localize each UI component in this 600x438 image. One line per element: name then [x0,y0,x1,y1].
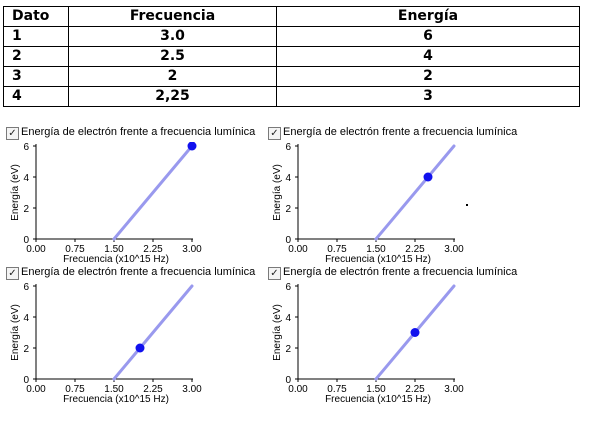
y-tick-label: 0 [23,375,29,386]
fit-line [112,144,194,241]
data-point [135,343,145,353]
cell-energia: 4 [276,46,580,67]
y-tick-label: 6 [23,282,29,293]
y-tick-label: 2 [285,344,291,355]
table-row: 1 3.0 6 [3,26,580,47]
cell-energia: 3 [276,86,580,107]
cell-dato: 4 [3,86,69,107]
table-row: 3 2 2 [3,66,580,87]
x-axis-label: Frecuencia (x10^15 Hz) [325,394,431,404]
y-tick-label: 4 [23,313,29,324]
x-tick-label: 3.00 [444,384,464,395]
cell-dato: 1 [3,26,69,47]
x-tick-label: 1.50 [104,244,124,255]
y-tick-label: 0 [285,235,291,246]
x-tick-label: 0.00 [26,384,46,395]
y-axis-label: Energía (eV) [10,164,21,221]
y-tick-label: 4 [23,173,29,184]
y-tick-label: 2 [285,204,291,215]
x-tick-label: 2.25 [143,384,163,395]
chart-plot: 0.00 0.75 1.50 2.25 3.00 0 2 4 6 Frecuencia (x10^… [272,282,464,404]
y-tick-label: 0 [23,235,29,246]
x-tick-label: 1.50 [366,244,386,255]
chart-plot: 0.00 0.75 1.50 2.25 3.00 0 2 4 6 Frecuencia (x10^… [10,282,202,404]
chart-title: Energía de electrón frente a frecuencia … [21,266,256,278]
x-tick-label: 1.50 [366,384,386,395]
cell-dato: 2 [3,46,69,67]
x-tick-label: 3.00 [182,244,202,255]
chart-plot: 0.00 0.75 1.50 2.25 3.00 0 2 4 6 Frecuencia (x10^… [10,142,202,264]
chart-title: Energía de electrón frente a frecuencia … [21,126,256,138]
x-tick-label: 2.25 [143,244,163,255]
cell-dato: 3 [3,66,69,87]
y-tick-label: 4 [285,173,291,184]
show-chart-checkbox[interactable]: ✓ [6,127,19,140]
chart-panel-3: ✓ Energía de electrón frente a frecuenci… [6,266,268,404]
header-energia: Energía [276,6,580,27]
x-tick-label: 0.75 [327,384,347,395]
data-point [410,328,420,337]
fit-line [374,144,456,241]
x-tick-label: 1.50 [104,384,124,395]
x-axis-label: Frecuencia (x10^15 Hz) [325,254,431,264]
y-tick-label: 0 [285,375,291,386]
cell-frecuencia: 2,25 [68,86,277,107]
chart-panel-2: ✓ Energía de electrón frente a frecuenci… [268,126,530,264]
chart-panel-4: ✓ Energía de electrón frente a frecuenci… [268,266,530,404]
header-frecuencia: Frecuencia [68,6,277,27]
data-point [187,142,197,151]
header-dato: Dato [3,6,69,27]
data-point [423,172,433,182]
x-axis-label: Frecuencia (x10^15 Hz) [63,254,169,264]
cell-energia: 6 [276,26,580,47]
fit-line [112,284,194,381]
chart-title: Energía de electrón frente a frecuencia … [283,266,518,278]
y-axis-label: Energía (eV) [272,304,283,361]
x-tick-label: 3.00 [444,244,464,255]
cell-frecuencia: 3.0 [68,26,277,47]
x-tick-label: 0.00 [26,244,46,255]
x-tick-label: 0.75 [65,244,85,255]
show-chart-checkbox[interactable]: ✓ [268,127,281,140]
x-tick-label: 0.75 [327,244,347,255]
y-tick-label: 4 [285,313,291,324]
y-tick-label: 6 [23,142,29,153]
table-row: 4 2,25 3 [3,86,580,107]
x-tick-label: 0.00 [288,244,308,255]
show-chart-checkbox[interactable]: ✓ [268,267,281,280]
x-axis-label: Frecuencia (x10^15 Hz) [63,394,169,404]
data-table: Dato Frecuencia Energía 1 3.0 6 2 2.5 4 … [3,6,580,107]
y-tick-label: 2 [23,344,29,355]
x-tick-label: 0.75 [65,384,85,395]
y-tick-label: 6 [285,282,291,293]
chart-panel-1: ✓ Energía de electrón frente a frecuenci… [6,126,268,264]
cell-energia: 2 [276,66,580,87]
y-tick-label: 6 [285,142,291,153]
table-row: 2 2.5 4 [3,46,580,67]
x-tick-label: 2.25 [405,244,425,255]
y-axis-label: Energía (eV) [272,164,283,221]
chart-title: Energía de electrón frente a frecuencia … [283,126,518,138]
x-tick-label: 2.25 [405,384,425,395]
x-tick-label: 0.00 [288,384,308,395]
stray-dot [466,204,468,206]
cell-frecuencia: 2 [68,66,277,87]
y-tick-label: 2 [23,204,29,215]
show-chart-checkbox[interactable]: ✓ [6,267,19,280]
chart-plot: 0.00 0.75 1.50 2.25 3.00 0 2 4 6 Frecuencia (x10^… [272,142,464,264]
x-tick-label: 3.00 [182,384,202,395]
cell-frecuencia: 2.5 [68,46,277,67]
table-header-row: Dato Frecuencia Energía [3,6,580,27]
y-axis-label: Energía (eV) [10,304,21,361]
